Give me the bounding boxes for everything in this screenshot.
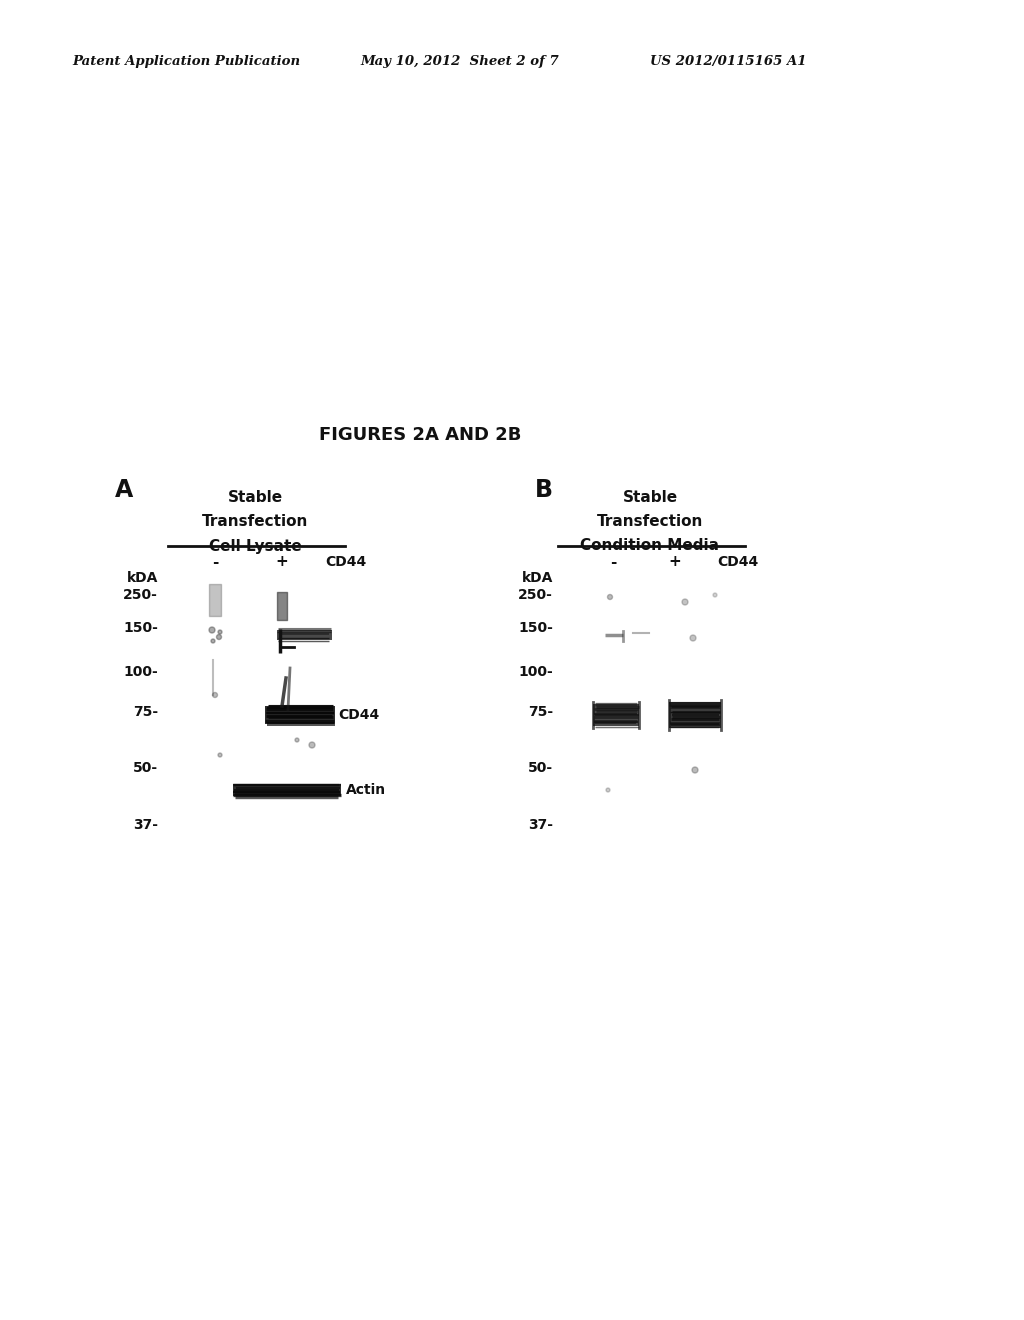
Text: FIGURES 2A AND 2B: FIGURES 2A AND 2B bbox=[318, 426, 521, 444]
Circle shape bbox=[606, 788, 610, 792]
FancyBboxPatch shape bbox=[276, 630, 332, 640]
Text: B: B bbox=[535, 478, 553, 502]
Circle shape bbox=[218, 752, 222, 756]
Text: Stable: Stable bbox=[623, 491, 678, 506]
FancyBboxPatch shape bbox=[233, 784, 341, 796]
Text: kDA: kDA bbox=[521, 572, 553, 585]
Circle shape bbox=[607, 594, 612, 599]
Text: Transfection: Transfection bbox=[597, 515, 703, 529]
Text: CD44: CD44 bbox=[718, 554, 759, 569]
Text: 37-: 37- bbox=[133, 818, 158, 832]
Text: 250-: 250- bbox=[518, 587, 553, 602]
Text: A: A bbox=[115, 478, 133, 502]
FancyBboxPatch shape bbox=[265, 706, 335, 723]
Text: Stable: Stable bbox=[227, 491, 283, 506]
Circle shape bbox=[216, 635, 221, 639]
Text: 100-: 100- bbox=[123, 665, 158, 678]
Circle shape bbox=[692, 767, 698, 774]
Text: +: + bbox=[669, 554, 681, 569]
Text: 250-: 250- bbox=[123, 587, 158, 602]
Text: -: - bbox=[212, 554, 218, 569]
FancyBboxPatch shape bbox=[593, 704, 639, 726]
Circle shape bbox=[209, 627, 215, 634]
Text: Condition Media: Condition Media bbox=[581, 539, 720, 553]
Text: 100-: 100- bbox=[518, 665, 553, 678]
Circle shape bbox=[218, 630, 222, 634]
Text: US 2012/0115165 A1: US 2012/0115165 A1 bbox=[650, 55, 807, 69]
Circle shape bbox=[690, 635, 696, 642]
Text: +: + bbox=[275, 554, 289, 569]
Circle shape bbox=[295, 738, 299, 742]
Circle shape bbox=[213, 693, 217, 697]
Circle shape bbox=[682, 599, 688, 605]
Text: -: - bbox=[610, 554, 616, 569]
Text: Actin: Actin bbox=[346, 783, 386, 797]
Text: CD44: CD44 bbox=[326, 554, 367, 569]
Text: 75-: 75- bbox=[133, 705, 158, 719]
Circle shape bbox=[309, 742, 315, 748]
Text: 75-: 75- bbox=[528, 705, 553, 719]
Text: Transfection: Transfection bbox=[202, 515, 308, 529]
Text: 50-: 50- bbox=[528, 762, 553, 775]
Text: 50-: 50- bbox=[133, 762, 158, 775]
Circle shape bbox=[713, 593, 717, 597]
Circle shape bbox=[211, 639, 215, 643]
Text: 150-: 150- bbox=[518, 620, 553, 635]
Text: 150-: 150- bbox=[123, 620, 158, 635]
Text: CD44: CD44 bbox=[338, 708, 379, 722]
Text: Patent Application Publication: Patent Application Publication bbox=[72, 55, 300, 69]
Text: Cell Lysate: Cell Lysate bbox=[209, 539, 301, 553]
FancyBboxPatch shape bbox=[669, 702, 721, 729]
Text: May 10, 2012  Sheet 2 of 7: May 10, 2012 Sheet 2 of 7 bbox=[360, 55, 559, 69]
Text: kDA: kDA bbox=[127, 572, 158, 585]
Text: 37-: 37- bbox=[528, 818, 553, 832]
